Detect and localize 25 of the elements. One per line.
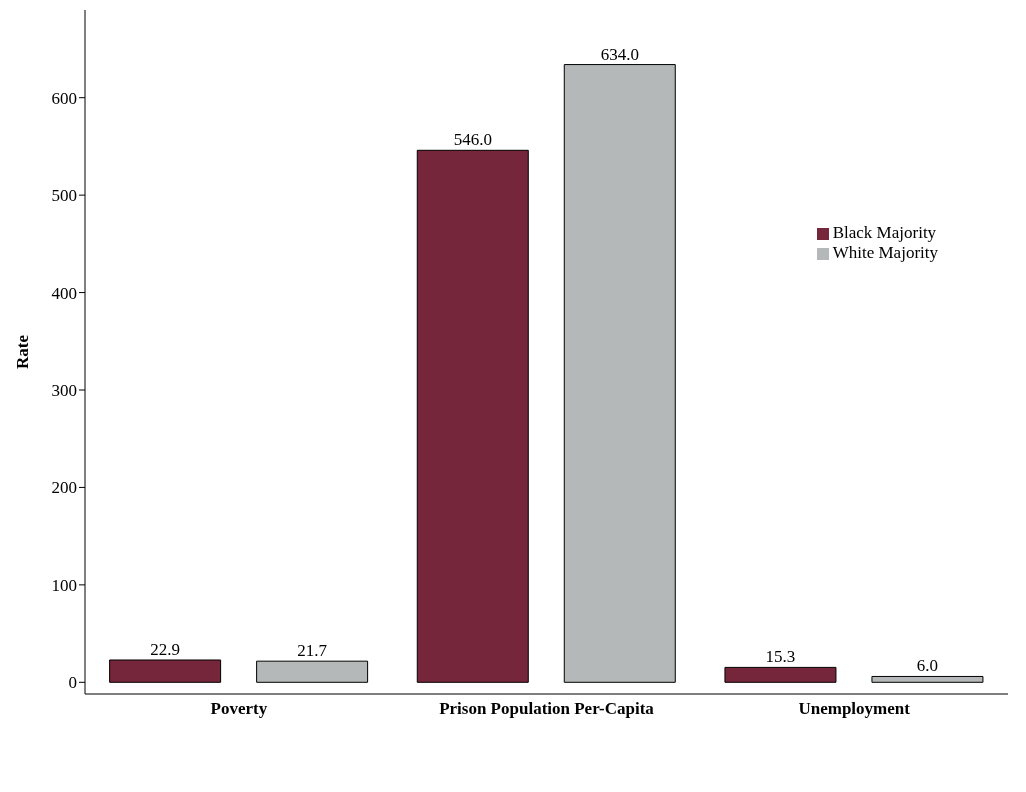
- bar: [724, 666, 837, 683]
- y-tick-label: 600: [51, 88, 77, 108]
- y-tick-label: 400: [51, 283, 77, 303]
- bar: [563, 64, 676, 683]
- data-label: 21.7: [297, 641, 328, 661]
- y-tick-label: 500: [51, 186, 77, 206]
- data-label: 15.3: [765, 647, 796, 667]
- y-tick-label: 200: [51, 478, 77, 498]
- y-tick-label: 0: [68, 673, 77, 693]
- bar: [109, 659, 222, 683]
- data-label: 6.0: [916, 656, 939, 676]
- data-label: 22.9: [150, 639, 180, 659]
- y-axis-title: Rate: [13, 334, 33, 369]
- bar: [871, 675, 984, 683]
- bar: [256, 660, 369, 683]
- data-label: 546.0: [453, 130, 492, 150]
- x-tick-label: Poverty: [210, 699, 268, 719]
- legend-label: White Majority: [832, 243, 938, 262]
- legend-label: Black Majority: [832, 223, 937, 242]
- bar: [416, 149, 529, 683]
- y-tick-label: 300: [51, 381, 77, 401]
- y-tick-label: 100: [51, 575, 77, 595]
- data-label: 634.0: [600, 44, 639, 64]
- x-tick-label: Prison Population Per-Capita: [439, 699, 655, 719]
- x-tick-label: Unemployment: [798, 699, 911, 719]
